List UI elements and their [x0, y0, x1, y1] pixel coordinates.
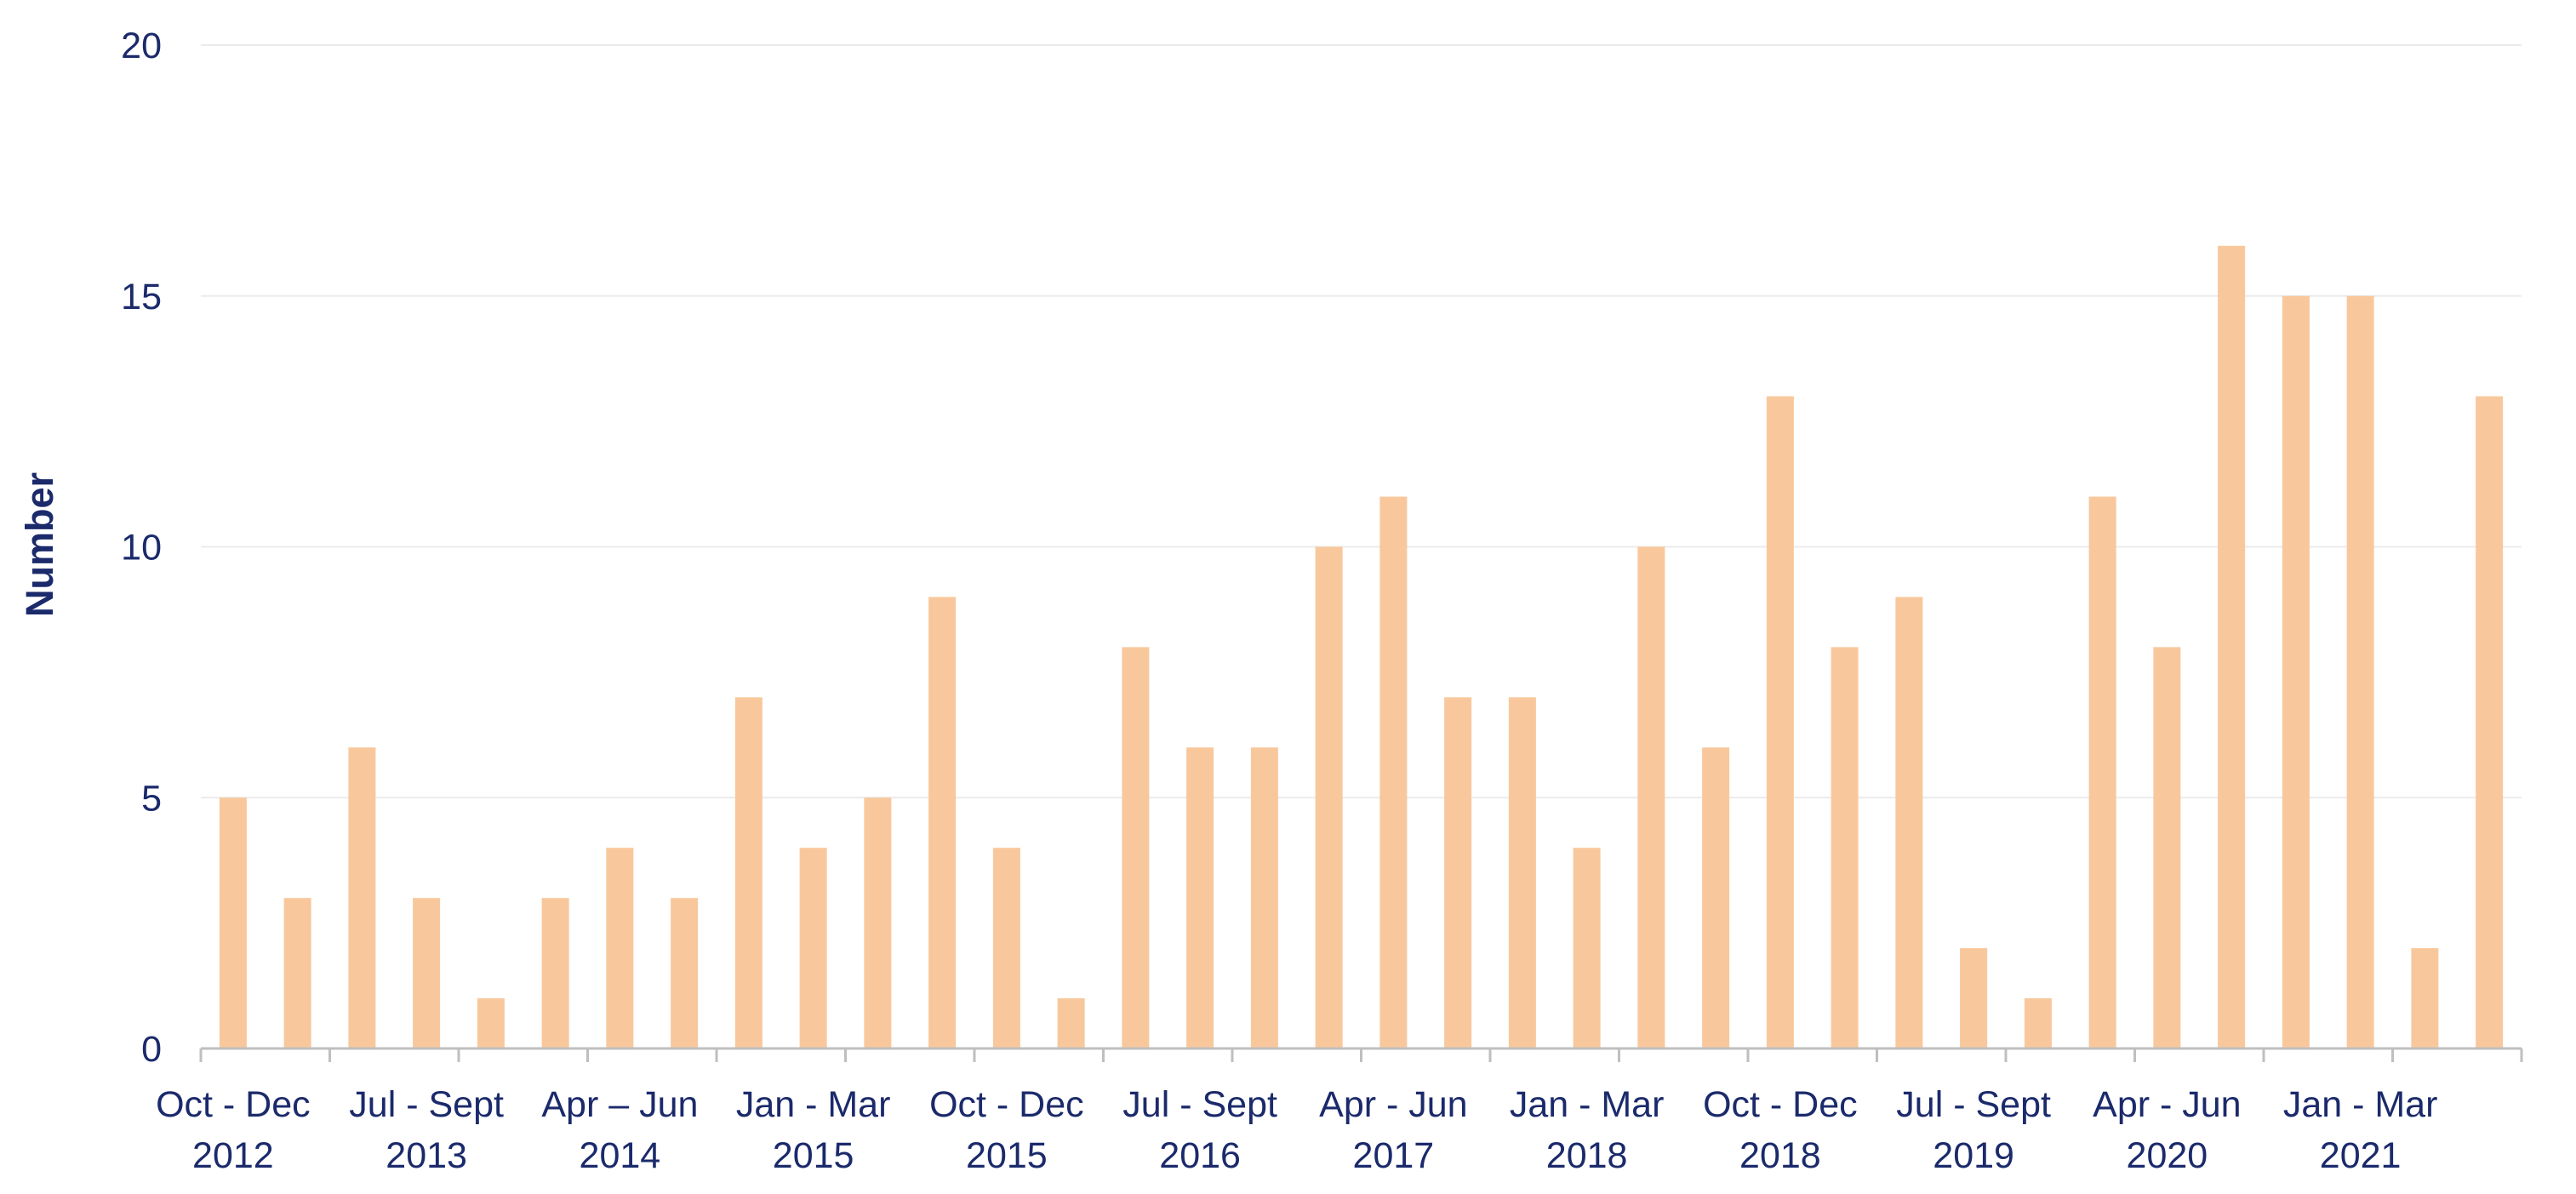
bar — [1960, 948, 1988, 1048]
bar — [1379, 496, 1408, 1048]
x-tick-label-year: 2019 — [1933, 1135, 2014, 1176]
x-tick-label-period: Oct - Dec — [1703, 1084, 1858, 1125]
x-tick-label-year: 2015 — [966, 1135, 1048, 1176]
x-tick-label-period: Oct - Dec — [929, 1084, 1084, 1125]
bar — [1057, 998, 1085, 1048]
bar — [541, 898, 569, 1048]
bar — [1831, 647, 1859, 1048]
bar — [219, 797, 247, 1048]
x-axis-ticks: Oct - Dec 2012 Jul - Sept 2013 Apr – Jun 2014… — [156, 1084, 2437, 1176]
bar — [1895, 597, 1923, 1048]
bar — [2088, 496, 2116, 1048]
x-tick-label-period: Jul - Sept — [1896, 1084, 2051, 1125]
x-tick-label-year: 2016 — [1159, 1135, 1241, 1176]
x-tick-label-year: 2013 — [386, 1135, 467, 1176]
bar — [606, 848, 634, 1048]
bar — [799, 848, 827, 1048]
x-axis — [199, 1047, 2523, 1062]
bar — [283, 898, 311, 1048]
bars — [219, 245, 2504, 1048]
gridlines — [201, 44, 2522, 799]
y-tick-label: 5 — [141, 778, 162, 819]
bar — [1508, 697, 1536, 1048]
x-tick-label-period: Apr - Jun — [2093, 1084, 2241, 1125]
y-tick-label: 15 — [121, 277, 162, 317]
x-tick-label-year: 2018 — [1546, 1135, 1628, 1176]
x-tick-label-period: Apr – Jun — [541, 1084, 698, 1125]
y-tick-label: 0 — [141, 1029, 162, 1070]
x-tick-label-period: Jul - Sept — [1122, 1084, 1277, 1125]
bar — [2346, 295, 2374, 1048]
x-tick-label-year: 2014 — [580, 1135, 661, 1176]
bar — [1573, 848, 1601, 1048]
x-tick-label-year: 2021 — [2320, 1135, 2402, 1176]
y-axis-ticks: 0 5 10 15 20 — [121, 26, 162, 1070]
x-tick-label-year: 2018 — [1739, 1135, 1821, 1176]
bar — [348, 747, 376, 1048]
x-tick-label-period: Jan - Mar — [736, 1084, 891, 1125]
bar — [1444, 697, 1472, 1048]
y-tick-label: 10 — [121, 528, 162, 568]
bar — [1122, 647, 1150, 1048]
x-tick-label-period: Jan - Mar — [1510, 1084, 1665, 1125]
x-tick-label-year: 2017 — [1353, 1135, 1435, 1176]
bar — [477, 998, 505, 1048]
bar — [992, 848, 1020, 1048]
x-tick-label-period: Apr - Jun — [1319, 1084, 1467, 1125]
bar — [1637, 546, 1665, 1048]
bar — [2153, 647, 2181, 1048]
bar — [413, 898, 441, 1048]
bar — [2476, 396, 2504, 1048]
bar — [928, 597, 957, 1048]
x-tick-label-period: Oct - Dec — [156, 1084, 311, 1125]
y-axis-label: Number — [18, 472, 61, 617]
bar — [2282, 295, 2310, 1048]
bar — [2218, 245, 2246, 1048]
x-tick-label-year: 2015 — [773, 1135, 854, 1176]
bar — [1766, 396, 1794, 1048]
bar — [864, 797, 892, 1048]
bar — [734, 697, 763, 1048]
bar — [1250, 747, 1278, 1048]
y-tick-label: 20 — [121, 26, 162, 66]
bar — [2411, 948, 2439, 1048]
bar — [1186, 747, 1214, 1048]
x-tick-label-year: 2012 — [192, 1135, 274, 1176]
bar — [1315, 546, 1343, 1048]
x-tick-label-year: 2020 — [2127, 1135, 2208, 1176]
x-tick-label-period: Jul - Sept — [349, 1084, 504, 1125]
bar — [2024, 998, 2052, 1048]
bar — [671, 898, 699, 1048]
x-tick-label-period: Jan - Mar — [2283, 1084, 2438, 1125]
bar — [1702, 747, 1730, 1048]
